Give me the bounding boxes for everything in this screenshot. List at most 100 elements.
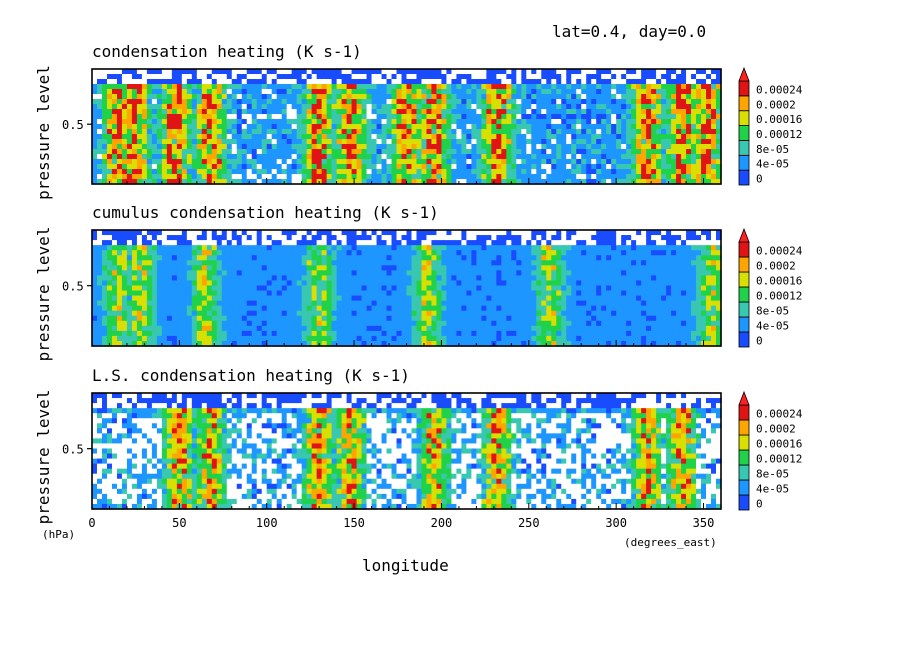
heatmap-cell (476, 154, 482, 160)
heatmap-cell (591, 144, 597, 150)
heatmap-cell (651, 104, 657, 110)
heatmap-cell (116, 260, 123, 266)
colorbar-label: 0 (756, 173, 763, 186)
heatmap-cell (371, 290, 378, 297)
heatmap-cell (481, 104, 487, 110)
heatmap-cell (271, 235, 278, 241)
heatmap-cell (466, 295, 472, 302)
heatmap-cell (296, 104, 303, 110)
heatmap-cell (226, 260, 233, 266)
heatmap-cell (536, 179, 542, 185)
heatmap-cell (481, 265, 487, 271)
heatmap-cell (146, 340, 153, 347)
heatmap-cell (451, 159, 458, 165)
heatmap-cell (691, 89, 697, 95)
heatmap-cell (511, 174, 517, 180)
heatmap-cell (526, 285, 532, 292)
heatmap-cell (506, 245, 512, 251)
heatmap-cell (256, 250, 263, 256)
heatmap-cell (676, 139, 682, 145)
heatmap-cell (441, 285, 448, 292)
heatmap-cell (291, 154, 298, 160)
heatmap-cell (711, 119, 717, 125)
heatmap-cell (486, 179, 492, 185)
heatmap-cell (236, 84, 243, 90)
heatmap-cell (196, 174, 203, 180)
heatmap-cell (466, 119, 472, 125)
heatmap-cell (421, 245, 428, 251)
heatmap-cell (156, 144, 163, 150)
heatmap-cell (341, 174, 348, 180)
heatmap-cell (326, 114, 333, 120)
heatmap-cell (336, 340, 343, 347)
heatmap-cell (191, 164, 198, 170)
panel-title: cumulus condensation heating (K s-1) (92, 203, 439, 222)
heatmap-cell (326, 325, 333, 332)
heatmap-cell (291, 124, 298, 130)
heatmap-cell (206, 79, 213, 85)
heatmap-cell (446, 99, 453, 105)
heatmap-cell (446, 320, 453, 327)
heatmap-cell (96, 300, 103, 307)
heatmap-cell (316, 134, 323, 140)
heatmap-cell (191, 330, 198, 337)
heatmap-cell (246, 144, 253, 150)
heatmap-cell (701, 144, 707, 150)
heatmap-cell (311, 265, 318, 271)
heatmap-cell (251, 245, 258, 251)
heatmap-cell (146, 109, 153, 115)
heatmap-cell (301, 99, 308, 105)
heatmap-cell (501, 104, 507, 110)
heatmap-cell (231, 335, 238, 342)
heatmap-cell (361, 124, 368, 130)
heatmap-cell (131, 230, 138, 236)
heatmap-cell (401, 114, 408, 120)
heatmap-cell (626, 129, 632, 135)
heatmap-cell (681, 104, 687, 110)
heatmap-cell (171, 300, 178, 307)
heatmap-cell (146, 89, 153, 95)
heatmap-cell (446, 310, 453, 317)
heatmap-cell (526, 124, 532, 130)
heatmap-cell (291, 310, 298, 317)
heatmap-cell (501, 280, 507, 287)
heatmap-cell (131, 330, 138, 337)
heatmap-cell (331, 154, 338, 160)
heatmap-cell (201, 310, 208, 317)
heatmap-cell (296, 139, 303, 145)
heatmap-cell (461, 335, 467, 342)
heatmap-cell (221, 310, 228, 317)
heatmap-cell (196, 240, 203, 246)
heatmap-cell (271, 174, 278, 180)
heatmap-cell (371, 340, 378, 347)
heatmap-cell (556, 124, 562, 130)
heatmap-cell (416, 99, 423, 105)
heatmap-cell (256, 149, 263, 155)
heatmap-cell (331, 260, 338, 266)
heatmap-cell (616, 99, 622, 105)
heatmap-cell (206, 335, 213, 342)
heatmap-cell (166, 144, 173, 150)
heatmap-cell (331, 255, 338, 261)
heatmap-cell (96, 315, 103, 322)
heatmap-cell (176, 129, 183, 135)
heatmap-cell (481, 325, 487, 332)
heatmap-cell (201, 84, 208, 90)
heatmap-cell (621, 144, 627, 150)
heatmap-cell (306, 139, 313, 145)
heatmap-cell (706, 74, 712, 80)
heatmap-cell (431, 129, 438, 135)
heatmap-cell (421, 315, 428, 322)
heatmap-cell (231, 79, 238, 85)
heatmap-cell (411, 129, 418, 135)
heatmap-cell (426, 119, 433, 125)
heatmap-cell (441, 280, 448, 287)
heatmap-cell (191, 305, 198, 312)
heatmap-cell (426, 270, 433, 276)
heatmap-cell (441, 139, 448, 145)
heatmap-cell (306, 134, 313, 140)
heatmap-cell (176, 149, 183, 155)
heatmap-cell (186, 149, 193, 155)
heatmap-cell (451, 139, 458, 145)
heatmap-cell (161, 325, 168, 332)
